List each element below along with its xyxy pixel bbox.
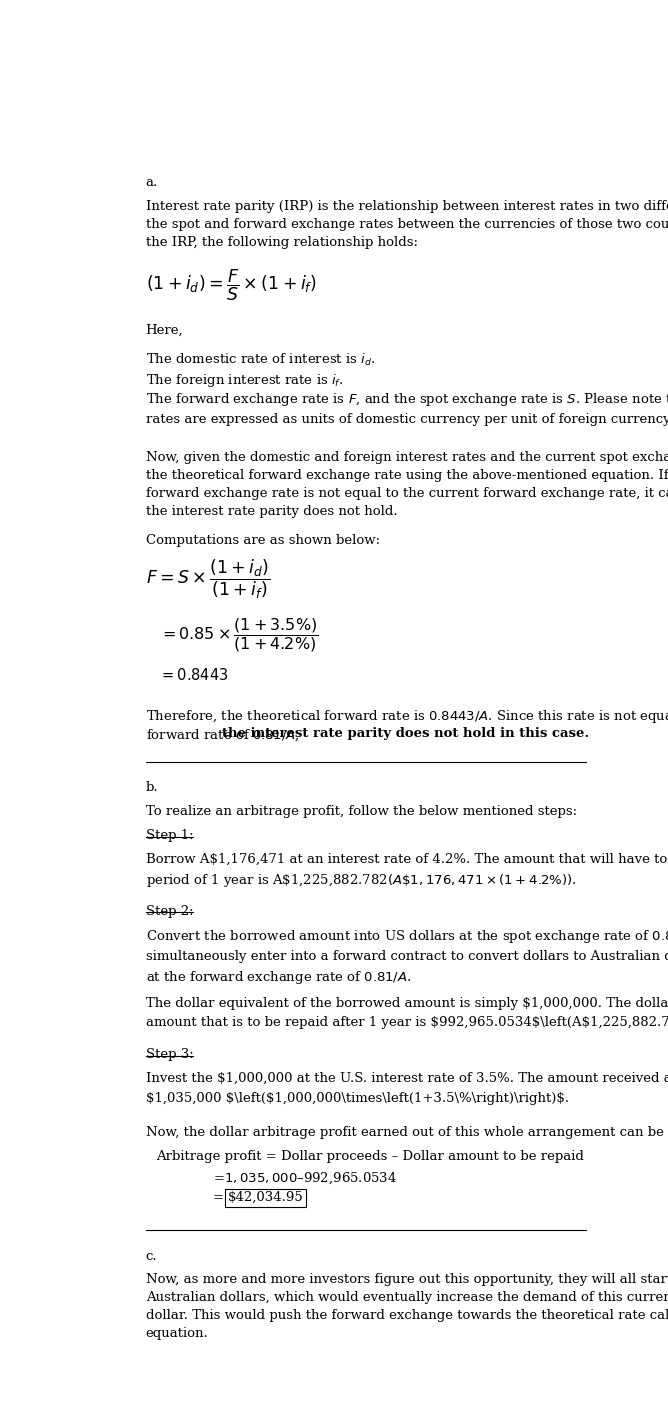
Text: $1,035,000 $\left(\$1,000,000\times\left(1+3.5\%\right)\right)$.: $1,035,000 $\left(\$1,000,000\times\left… (146, 1092, 568, 1105)
Text: Invest the $1,000,000 at the U.S. interest rate of 3.5%. The amount received aft: Invest the $1,000,000 at the U.S. intere… (146, 1073, 668, 1085)
Text: Now, given the domestic and foreign interest rates and the current spot exchange: Now, given the domestic and foreign inte… (146, 451, 668, 518)
Text: The domestic rate of interest is $i_d$.: The domestic rate of interest is $i_d$. (146, 352, 375, 368)
Text: The foreign interest rate is $i_f$.: The foreign interest rate is $i_f$. (146, 372, 343, 389)
Text: =$1,035,000 – $992,965.0534: =$1,035,000 – $992,965.0534 (213, 1171, 397, 1186)
Text: Step 3:: Step 3: (146, 1049, 193, 1061)
Text: b.: b. (146, 782, 158, 795)
Text: To realize an arbitrage profit, follow the below mentioned steps:: To realize an arbitrage profit, follow t… (146, 806, 576, 819)
Text: c.: c. (146, 1250, 157, 1262)
Text: $=0.85\times\dfrac{\left(1+3.5\%\right)}{\left(1+4.2\%\right)}$: $=0.85\times\dfrac{\left(1+3.5\%\right)}… (158, 616, 318, 654)
Text: the interest rate parity does not hold in this case.: the interest rate parity does not hold i… (222, 727, 589, 740)
Text: period of 1 year is A\$1,225,882.782$\left(A\$1,176,471\times\left(1+4.2\%\right: period of 1 year is A\$1,225,882.782$\le… (146, 872, 576, 889)
Text: $\left(1+i_d\right)=\dfrac{F}{S}\times\left(1+i_f\right)$: $\left(1+i_d\right)=\dfrac{F}{S}\times\l… (146, 268, 317, 303)
Text: Therefore, the theoretical forward rate is $0.8443/A$. Since this rate is not eq: Therefore, the theoretical forward rate … (146, 708, 668, 724)
Text: amount that is to be repaid after 1 year is $992,965.0534$\left(A\$1,225,882.783: amount that is to be repaid after 1 year… (146, 1016, 668, 1029)
Text: Now, the dollar arbitrage profit earned out of this whole arrangement can be cal: Now, the dollar arbitrage profit earned … (146, 1126, 668, 1139)
Text: The forward exchange rate is $F$, and the spot exchange rate is $S$. Please note: The forward exchange rate is $F$, and th… (146, 392, 668, 427)
Text: $F=S\times\dfrac{\left(1+i_d\right)}{\left(1+i_f\right)}$: $F=S\times\dfrac{\left(1+i_d\right)}{\le… (146, 557, 271, 601)
Text: forward rate of $0.81/A$,: forward rate of $0.81/A$, (146, 727, 301, 743)
Text: Computations are as shown below:: Computations are as shown below: (146, 534, 379, 548)
Text: Now, as more and more investors figure out this opportunity, they will all start: Now, as more and more investors figure o… (146, 1273, 668, 1341)
Text: Arbitrage profit = Dollar proceeds – Dollar amount to be repaid: Arbitrage profit = Dollar proceeds – Dol… (156, 1150, 584, 1163)
Text: Borrow A$1,176,471 at an interest rate of 4.2%. The amount that will have to be : Borrow A$1,176,471 at an interest rate o… (146, 852, 668, 866)
Text: a.: a. (146, 176, 158, 190)
Text: $42,034.95: $42,034.95 (227, 1191, 303, 1205)
Text: =: = (213, 1191, 228, 1205)
Text: $=0.8443$: $=0.8443$ (158, 667, 228, 682)
Text: Convert the borrowed amount into US dollars at the spot exchange rate of $0.85/A: Convert the borrowed amount into US doll… (146, 928, 668, 987)
Text: The dollar equivalent of the borrowed amount is simply $1,000,000. The dollar eq: The dollar equivalent of the borrowed am… (146, 997, 668, 1009)
Text: Interest rate parity (IRP) is the relationship between interest rates in two dif: Interest rate parity (IRP) is the relati… (146, 199, 668, 249)
Text: Step 1:: Step 1: (146, 828, 193, 842)
Text: Step 2:: Step 2: (146, 904, 193, 918)
Text: Here,: Here, (146, 324, 183, 337)
